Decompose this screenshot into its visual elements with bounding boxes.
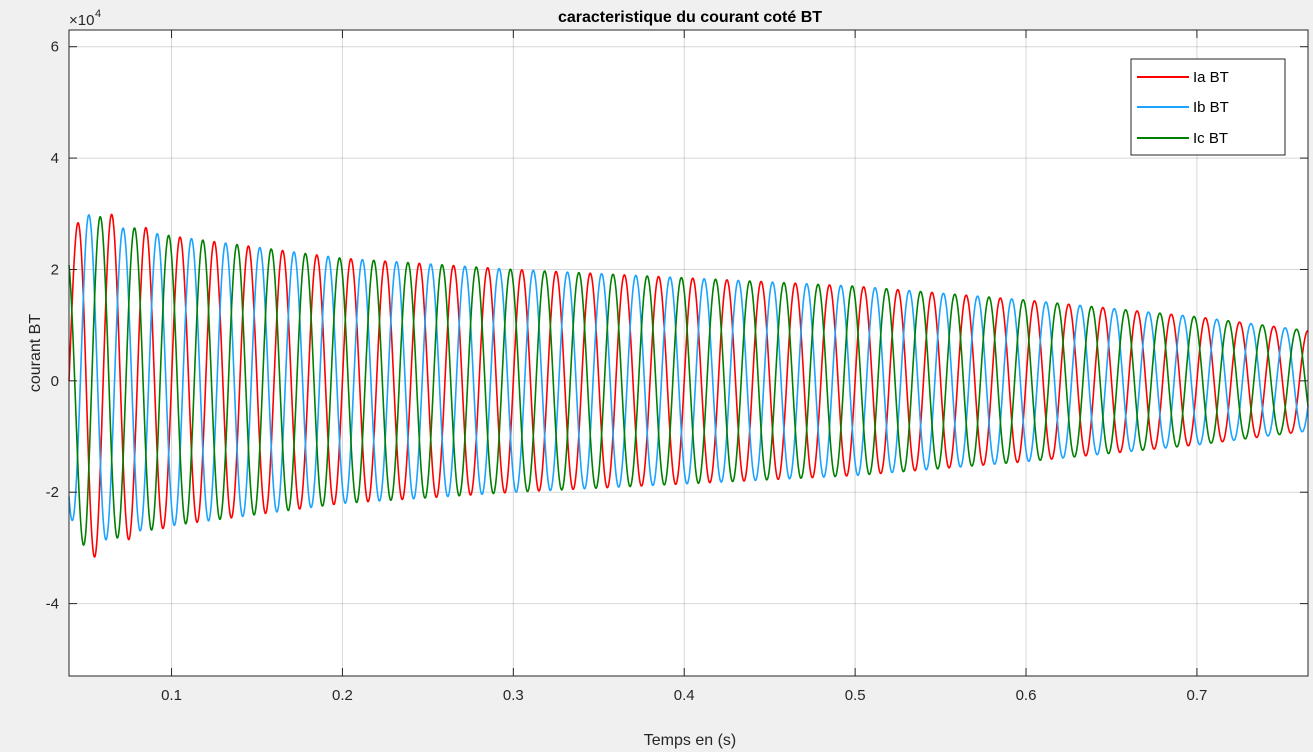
x-axis-label: Temps en (s) — [644, 732, 736, 749]
y-exponent: ×10 4 — [69, 8, 101, 29]
legend-label: Ic BT — [1193, 130, 1228, 147]
plot-frame — [68, 29, 1309, 677]
x-axis: 0.1 0.2 0.3 0.4 0.5 0.6 0.7 — [161, 30, 1207, 704]
y-tick-label: 6 — [51, 39, 59, 56]
series-line-ib-bt — [68, 214, 1309, 541]
legend-entry: Ia BT — [1137, 69, 1229, 86]
y-exponent-power: 4 — [95, 8, 101, 20]
legend-entry: Ib BT — [1137, 99, 1229, 116]
y-exponent-base: ×10 — [69, 12, 94, 29]
y-tick-label: 2 — [51, 261, 59, 278]
series-line-ic-bt — [68, 215, 1309, 546]
y-tick-label: 4 — [51, 150, 59, 167]
y-tick-label: -4 — [46, 596, 59, 613]
y-tick-label: -2 — [46, 484, 59, 501]
x-tick-label: 0.3 — [503, 687, 524, 704]
y-tick-label: 0 — [51, 373, 59, 390]
legend: Ia BT Ib BT Ic BT — [1130, 58, 1286, 156]
x-tick-label: 0.7 — [1186, 687, 1207, 704]
x-tick-label: 0.4 — [674, 687, 695, 704]
legend-entry: Ic BT — [1137, 130, 1228, 147]
x-tick-label: 0.1 — [161, 687, 182, 704]
legend-label: Ia BT — [1193, 69, 1229, 86]
series-line-ia-bt — [68, 213, 1309, 558]
y-axis-label: courant BT — [27, 314, 44, 392]
chart-title: caracteristique du courant coté BT — [558, 9, 822, 26]
grid — [69, 30, 1308, 676]
x-tick-label: 0.2 — [332, 687, 353, 704]
series-layer — [68, 213, 1309, 558]
x-tick-label: 0.6 — [1016, 687, 1037, 704]
x-tick-label: 0.5 — [845, 687, 866, 704]
y-axis: -4 -2 0 2 4 6 — [46, 39, 1308, 613]
legend-label: Ib BT — [1193, 99, 1229, 116]
